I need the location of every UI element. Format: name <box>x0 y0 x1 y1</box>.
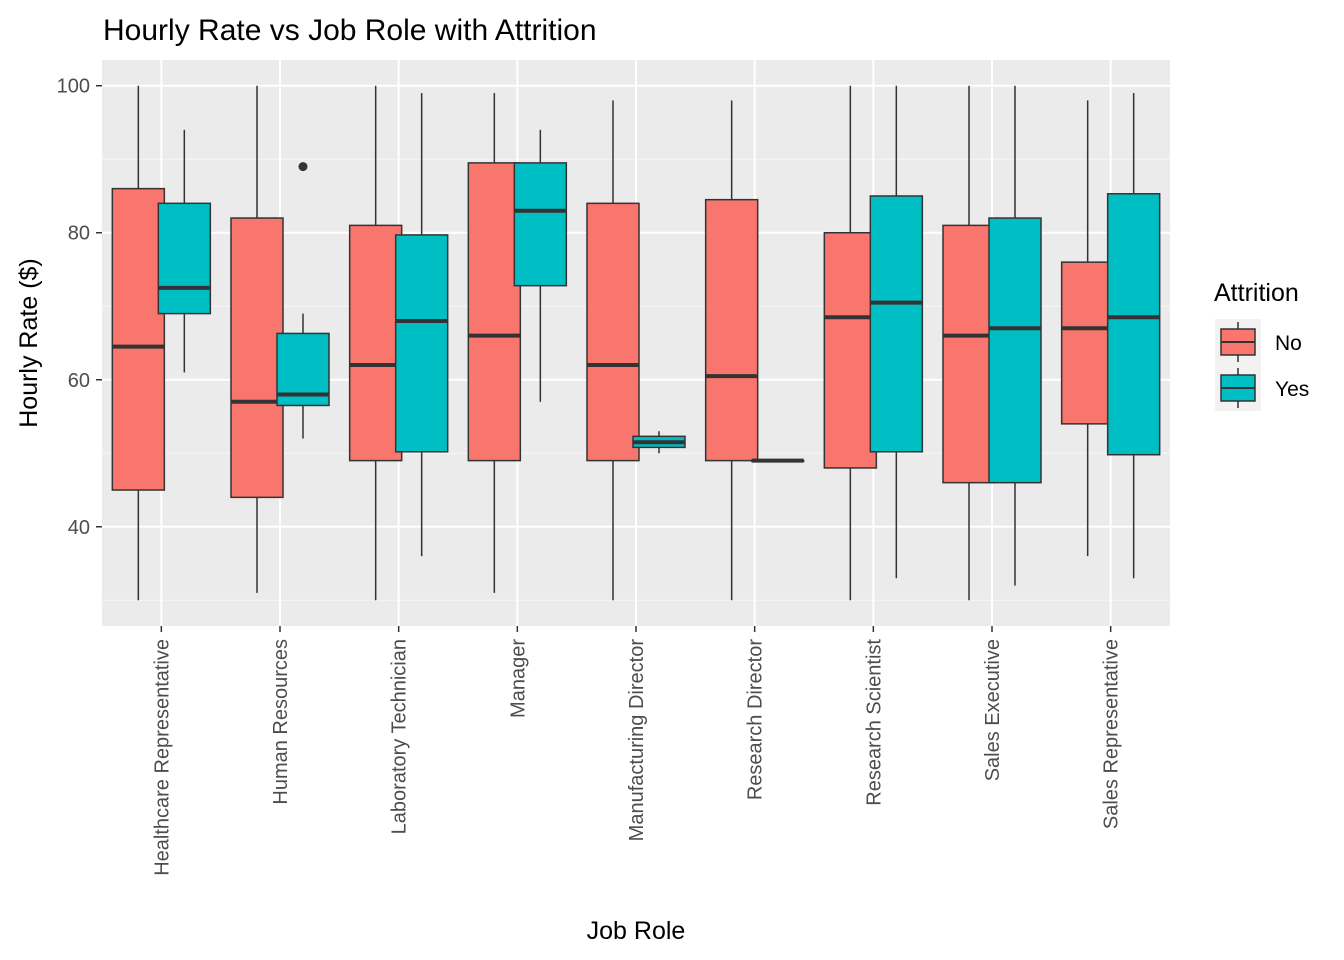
box-yes <box>988 85 1042 586</box>
box-yes <box>632 431 686 454</box>
box-body <box>704 198 759 462</box>
box-no <box>111 85 166 601</box>
box-body <box>869 195 924 453</box>
x-tick-label: Sales Executive <box>982 639 1004 781</box>
y-axis: 40 60 80 100 <box>57 76 102 539</box>
legend: Attrition No Yes <box>1214 279 1309 411</box>
legend-label-yes: Yes <box>1275 378 1309 401</box>
box-yes <box>394 93 449 557</box>
box-body <box>394 234 449 453</box>
box-body <box>230 217 284 499</box>
box-yes <box>276 162 330 439</box>
box-body <box>942 224 996 484</box>
y-axis-title: Hourly Rate ($) <box>15 258 43 428</box>
box-yes <box>750 458 805 463</box>
box-no <box>230 85 284 593</box>
x-axis-title: Job Role <box>587 917 686 945</box>
legend-item-no: No <box>1215 319 1302 365</box>
legend-title: Attrition <box>1214 279 1299 307</box>
box-no <box>467 93 522 593</box>
box-no <box>823 85 878 601</box>
legend-label-no: No <box>1275 332 1302 355</box>
box-body <box>513 162 568 287</box>
box-body <box>823 231 878 469</box>
box-yes <box>869 85 924 579</box>
box-body <box>1060 261 1115 425</box>
box-body <box>157 202 212 315</box>
box-body <box>467 162 522 462</box>
x-axis: Healthcare Representative Human Resources… <box>151 626 1123 876</box>
x-tick-label: Laboratory Technician <box>389 639 411 834</box>
legend-item-yes: Yes <box>1215 365 1309 411</box>
outlier-point <box>298 162 308 172</box>
chart-title: Hourly Rate vs Job Role with Attrition <box>103 14 597 47</box>
y-tick-label: 60 <box>68 370 90 392</box>
box-no <box>586 100 640 601</box>
box-body <box>111 187 166 491</box>
box-yes <box>157 129 212 373</box>
x-tick-label: Manufacturing Director <box>626 639 648 842</box>
y-tick-label: 40 <box>68 517 90 539</box>
x-tick-label: Research Scientist <box>863 639 885 806</box>
boxplots <box>111 85 1161 601</box>
x-tick-label: Research Director <box>745 639 767 801</box>
box-yes <box>513 129 568 402</box>
box-no <box>348 85 403 601</box>
box-body <box>348 224 403 462</box>
y-tick-label: 80 <box>68 223 90 245</box>
box-no <box>704 100 759 601</box>
box-body <box>586 202 640 462</box>
x-tick-label: Sales Representative <box>1101 639 1123 829</box>
box-body <box>988 217 1042 484</box>
x-tick-label: Manager <box>507 639 529 718</box>
box-yes <box>1106 93 1161 579</box>
x-tick-label: Human Resources <box>270 639 292 805</box>
legend-items: No Yes <box>1215 319 1309 411</box>
box-body <box>1106 193 1161 456</box>
y-tick-label: 100 <box>57 76 90 98</box>
x-tick-label: Healthcare Representative <box>151 639 173 876</box>
